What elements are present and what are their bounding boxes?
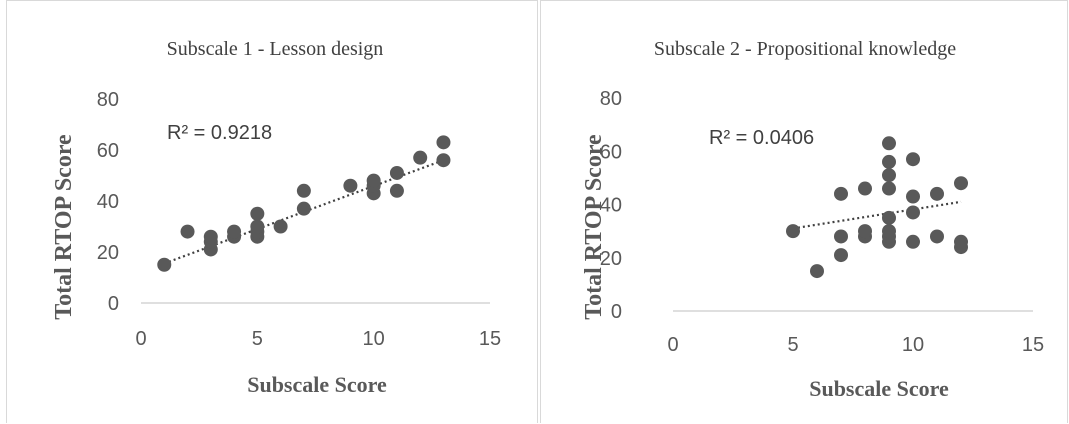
data-point [858,181,872,196]
y-axis-label: Total RTOP Score [581,134,607,320]
y-tick-label: 40 [97,191,119,213]
data-point [436,153,451,168]
data-point [389,165,404,180]
data-point [930,186,944,201]
data-point [227,224,242,239]
data-point [858,224,872,239]
data-point [413,150,428,165]
data-point [203,229,218,244]
y-tick-label: 80 [97,89,119,111]
data-point [250,206,265,221]
scatter-chart-svg: Subscale 1 - Lesson design Total RTOP Sc… [51,38,501,397]
data-point [834,186,848,201]
chart-panel-lesson-design: Subscale 1 - Lesson design Total RTOP Sc… [6,0,538,423]
r-squared-annotation: R² = 0.0406 [709,127,814,149]
data-point [366,173,381,188]
data-point [273,219,288,234]
scatter-chart-svg: Subscale 2 - Propositional knowledge Tot… [581,38,1044,401]
data-point [906,234,920,249]
data-point [296,201,311,216]
data-point [906,205,920,220]
data-point [906,152,920,167]
x-axis-label: Subscale Score [809,376,949,401]
data-point [954,176,968,191]
data-point [786,224,800,239]
x-tick-label: 15 [479,328,501,350]
x-tick-label: 15 [1022,334,1044,356]
x-tick-label: 0 [135,328,146,350]
data-point [436,135,451,150]
y-tick-label: 80 [600,88,622,110]
data-point [389,183,404,198]
x-axis-label: Subscale Score [247,372,387,397]
data-point [882,136,896,151]
x-tick-label: 0 [667,334,678,356]
y-tick-label: 0 [108,293,119,315]
chart-title: Subscale 1 - Lesson design [167,38,384,60]
y-tick-label: 20 [600,248,622,270]
data-point [954,234,968,249]
data-point [882,181,896,196]
data-point [882,154,896,169]
data-point [930,229,944,244]
y-tick-label: 60 [600,141,622,163]
data-point [834,248,848,263]
trendline [792,200,962,230]
data-point [810,264,824,279]
data-point [157,257,172,272]
data-point [834,229,848,244]
data-point [882,210,896,225]
data-point [882,168,896,183]
chart-panel-propositional-knowledge: Subscale 2 - Propositional knowledge Tot… [540,0,1068,423]
x-tick-label: 5 [252,328,263,350]
y-tick-label: 0 [611,301,622,323]
data-point [250,219,265,234]
x-tick-label: 10 [902,334,924,356]
x-tick-label: 5 [787,334,798,356]
x-tick-label: 10 [363,328,385,350]
y-axis-label: Total RTOP Score [51,134,77,320]
r-squared-annotation: R² = 0.9218 [167,122,272,144]
y-tick-label: 60 [97,140,119,162]
data-point [906,189,920,204]
data-point [882,224,896,239]
chart-title: Subscale 2 - Propositional knowledge [654,38,956,60]
y-tick-label: 20 [97,242,119,264]
y-tick-label: 40 [600,195,622,217]
data-point [296,183,311,198]
data-point [180,224,195,239]
data-point [343,178,358,193]
